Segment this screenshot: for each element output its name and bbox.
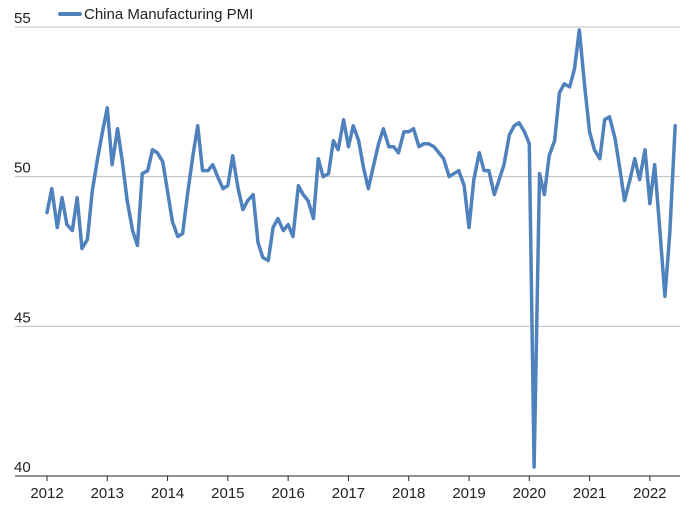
x-tick-label-2017: 2017 [332,485,365,502]
legend: China Manufacturing PMI [58,6,253,23]
x-tick-labels: 2012 2013 2014 2015 2016 2017 2018 2019 2020 2021… [30,485,666,502]
x-tick-label-2019: 2019 [452,485,485,502]
x-tick-label-2015: 2015 [211,485,244,502]
x-tick-label-2022: 2022 [633,485,666,502]
x-tick-label-2016: 2016 [271,485,304,502]
x-tick-label-2012: 2012 [30,485,63,502]
y-tick-labels: 40 45 50 55 [14,10,31,476]
x-tick-label-2021: 2021 [573,485,606,502]
y-tick-label-45: 45 [14,309,31,326]
x-tick-label-2018: 2018 [392,485,425,502]
y-tick-label-55: 55 [14,10,31,27]
grid-lines [15,26,680,327]
series-layer [45,28,677,469]
x-tick-label-2020: 2020 [513,485,546,502]
y-tick-label-40: 40 [14,459,31,476]
y-tick-label-50: 50 [14,160,31,177]
series-line-0 [45,28,677,469]
x-axis [15,475,680,481]
x-tick-label-2013: 2013 [91,485,124,502]
legend-label: China Manufacturing PMI [84,6,253,23]
x-tick-label-2014: 2014 [151,485,184,502]
